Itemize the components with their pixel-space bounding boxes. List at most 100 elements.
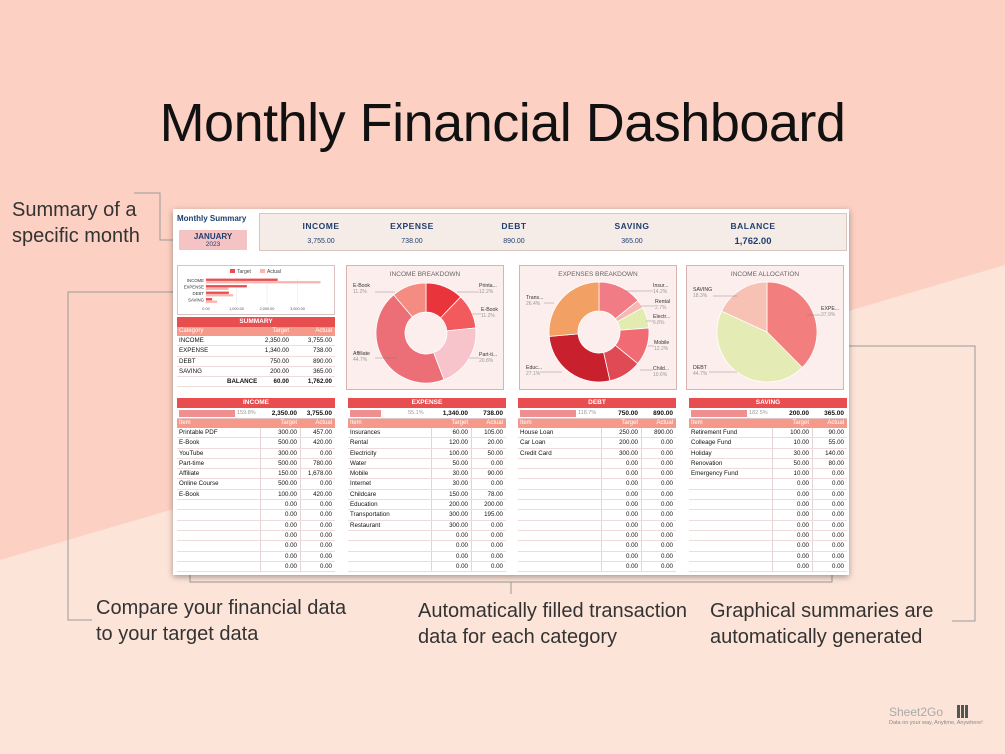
expense-table: EXPENSE 55.1% 1,340.00 738.00 Item Target Actu… xyxy=(348,398,506,573)
debt-col-actual: Actual xyxy=(656,420,673,426)
debt-row-divider xyxy=(601,428,602,438)
summary-row-target: 1,340.00 xyxy=(264,347,289,355)
income-row-divider xyxy=(260,510,261,520)
summary-row-category: INCOME xyxy=(179,337,204,344)
bar-category-label: DEBT xyxy=(193,291,205,296)
income-row-divider xyxy=(260,448,261,458)
debt-row: 0.00 0.00 xyxy=(518,479,676,490)
saving-row-divider xyxy=(812,500,813,510)
brand-logo-icon xyxy=(957,705,971,718)
bar-chart-svg: Target Actual 0.00 1,000.00 2,000.00 3,000.00… xyxy=(184,269,321,311)
expense-row-divider xyxy=(431,479,432,489)
pie-label-pct: 44.7% xyxy=(693,371,708,377)
summary-col-category: Category xyxy=(179,328,204,334)
expense-row-target: 30.00 xyxy=(452,470,468,478)
expense-row-divider xyxy=(431,541,432,551)
saving-row-actual: 0.00 xyxy=(831,552,844,560)
annotation-compare-line-1: Compare your financial data xyxy=(96,597,347,619)
income-row-divider xyxy=(300,448,301,458)
income-col-item: Item xyxy=(179,420,191,426)
debt-row-actual: 0.00 xyxy=(660,490,673,498)
expense-row-divider xyxy=(431,438,432,448)
saving-row-divider xyxy=(812,448,813,458)
total-income: INCOME 3,755.00 xyxy=(266,221,376,245)
annotation-summary-line-1: Summary of a xyxy=(12,199,137,221)
expense-table-title: EXPENSE xyxy=(348,398,506,408)
pie-slice xyxy=(716,310,803,383)
income-row-item: Part-time xyxy=(179,459,205,467)
saving-row-target: 0.00 xyxy=(796,511,809,519)
income-row-actual: 420.00 xyxy=(313,490,332,498)
income-row-divider xyxy=(260,458,261,469)
bar-target-debt xyxy=(206,291,229,294)
debt-row-divider xyxy=(641,541,642,551)
saving-row-divider xyxy=(772,428,773,438)
saving-row: 0.00 0.00 xyxy=(689,551,847,562)
brand-tagline: Data on your way, Anytime, Anywhere! xyxy=(889,720,983,726)
debt-row: 0.00 0.00 xyxy=(518,541,676,552)
saving-col-item: Item xyxy=(691,420,703,426)
pie-label-pct: 14.2% xyxy=(653,289,668,295)
expense-row-target: 0.00 xyxy=(455,531,468,539)
expense-row: Education 200.00 200.00 xyxy=(348,500,506,511)
summary-row-target: 2,350.00 xyxy=(264,337,289,344)
annotation-compare-line-2: to your target data xyxy=(96,623,259,645)
income-row-divider xyxy=(260,561,261,572)
income-row-divider xyxy=(300,510,301,520)
pie-slice xyxy=(393,282,427,318)
saving-row-actual: 0.00 xyxy=(831,501,844,509)
total-debt-label: DEBT xyxy=(501,221,527,231)
income-row-divider xyxy=(300,530,301,541)
saving-row: Holiday 30.00 140.00 xyxy=(689,448,847,459)
pie-label-pct: 10.6% xyxy=(653,372,668,378)
bar-target-income xyxy=(206,278,278,281)
income-row-target: 0.00 xyxy=(284,542,297,550)
pie-label: Electr... xyxy=(653,314,670,320)
expense-row: Insurances 60.00 105.00 xyxy=(348,428,506,439)
debt-row-divider xyxy=(601,520,602,530)
income-target-total: 2,350.00 xyxy=(271,410,297,417)
debt-row: 0.00 0.00 xyxy=(518,469,676,480)
pie-slice xyxy=(721,281,768,333)
income-row-target: 0.00 xyxy=(284,531,297,539)
expense-row-item: Education xyxy=(350,501,378,509)
income-row-divider xyxy=(260,530,261,541)
debt-row-item: Credit Card xyxy=(520,449,552,457)
saving-row-target: 30.00 xyxy=(793,449,809,457)
saving-row: 0.00 0.00 xyxy=(689,530,847,542)
expense-row: Rental 120.00 20.00 xyxy=(348,438,506,449)
summary-row: DEBT 750.00 890.00 xyxy=(177,357,335,367)
saving-row-target: 0.00 xyxy=(796,552,809,560)
income-row: 0.00 0.00 xyxy=(177,500,335,511)
expense-target-total: 1,340.00 xyxy=(442,410,468,417)
income-row: Printable PDF 300.00 457.00 xyxy=(177,428,335,439)
expense-row-actual: 50.00 xyxy=(487,449,503,457)
expenses-breakdown-title: EXPENSES BREAKDOWN xyxy=(558,271,638,278)
expense-row-target: 300.00 xyxy=(449,511,468,519)
income-row: 0.00 0.00 xyxy=(177,541,335,552)
expense-row-target: 300.00 xyxy=(449,521,468,529)
page-title: Monthly Financial Dashboard xyxy=(159,93,846,153)
summary-row: INCOME 2,350.00 3,755.00 xyxy=(177,336,335,347)
debt-row: 0.00 0.00 xyxy=(518,489,676,501)
expense-row-divider xyxy=(431,530,432,541)
saving-row-target: 0.00 xyxy=(796,490,809,498)
pie-label: Part-ti... xyxy=(479,352,497,358)
saving-row-divider xyxy=(772,520,773,530)
debt-row-actual: 0.00 xyxy=(660,480,673,488)
debt-row-actual: 0.00 xyxy=(660,439,673,447)
expense-row-actual: 195.00 xyxy=(484,511,503,519)
saving-row-actual: 0.00 xyxy=(831,562,844,570)
debt-row-divider xyxy=(641,500,642,510)
debt-col-target: Target xyxy=(621,420,638,426)
debt-row-item: House Loan xyxy=(520,429,554,436)
brand-name: Sheet2Go xyxy=(889,705,944,719)
expense-row: Transportation 300.00 195.00 xyxy=(348,510,506,521)
summary-row: SAVING 200.00 365.00 xyxy=(177,367,335,378)
income-row-actual: 0.00 xyxy=(319,449,332,457)
saving-row: 0.00 0.00 xyxy=(689,541,847,552)
debt-table: DEBT 118.7% 750.00 890.00 Item Target Actual Ho… xyxy=(518,398,676,573)
month-selector[interactable]: JANUARY 2023 xyxy=(179,230,247,250)
income-row-target: 0.00 xyxy=(284,501,297,509)
